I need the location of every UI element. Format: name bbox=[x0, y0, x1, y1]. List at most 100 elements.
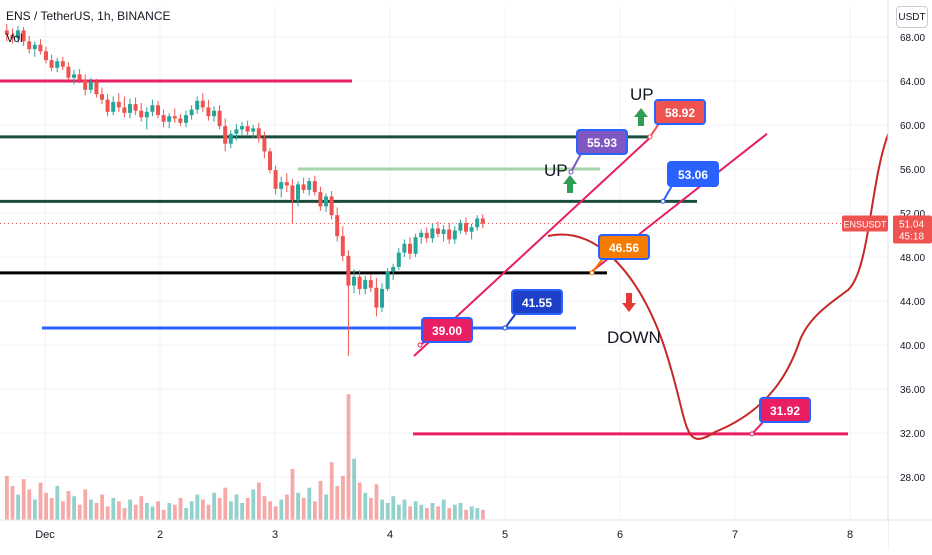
volume-bar bbox=[27, 489, 32, 520]
time-tick-label: 4 bbox=[387, 529, 393, 541]
candle-body bbox=[335, 215, 340, 237]
price-tick-label: 32.00 bbox=[900, 429, 925, 440]
volume-bar bbox=[44, 492, 48, 520]
price-callout[interactable]: 58.92 bbox=[647, 99, 706, 140]
price-tick-label: 60.00 bbox=[900, 121, 925, 132]
volume-bar bbox=[257, 482, 261, 520]
price-callout[interactable]: 31.92 bbox=[749, 397, 811, 437]
time-axis[interactable]: Dec 2 3 4 5 6 7 8 bbox=[0, 519, 932, 550]
candle-body bbox=[402, 243, 407, 253]
volume-bar bbox=[307, 487, 312, 520]
volume-bar bbox=[408, 506, 412, 520]
candle-body bbox=[184, 115, 188, 123]
candle-body bbox=[21, 30, 26, 42]
candle-body bbox=[396, 252, 401, 267]
candle-body bbox=[464, 222, 468, 232]
horizontal-levels[interactable] bbox=[0, 79, 848, 436]
candle-body bbox=[251, 128, 256, 132]
candle-body bbox=[133, 104, 138, 111]
arrow-up-icon bbox=[563, 175, 577, 193]
arrow-down-icon bbox=[622, 293, 636, 312]
candle-body bbox=[363, 280, 368, 289]
callout-anchor bbox=[568, 169, 574, 175]
volume-bar bbox=[419, 504, 424, 520]
symbol-tag[interactable] bbox=[842, 215, 888, 232]
candle-body bbox=[340, 236, 345, 256]
price-callout[interactable]: 41.55 bbox=[502, 289, 563, 331]
candle-body bbox=[167, 116, 172, 122]
volume-bar bbox=[251, 489, 256, 520]
candle-body bbox=[312, 181, 317, 193]
volume-bar bbox=[10, 486, 15, 520]
candle-body bbox=[480, 218, 485, 224]
price-callout[interactable]: 39.00 bbox=[417, 317, 473, 348]
volume-bar bbox=[212, 492, 216, 520]
volume-bar bbox=[397, 504, 401, 520]
candle-body bbox=[212, 110, 216, 117]
candle-body bbox=[290, 185, 295, 200]
volume-bar bbox=[201, 499, 205, 520]
volume-bar bbox=[436, 506, 440, 520]
price-callout[interactable]: 53.06 bbox=[660, 161, 719, 204]
callout-label: 53.06 bbox=[678, 168, 708, 182]
candle-body bbox=[206, 107, 211, 117]
volume-bar bbox=[324, 494, 328, 520]
candle-body bbox=[385, 271, 390, 289]
volume-bar bbox=[49, 497, 54, 520]
candle-body bbox=[116, 101, 121, 108]
callout-label: 55.93 bbox=[587, 136, 617, 150]
candle-body bbox=[447, 229, 452, 240]
callout-label: 41.55 bbox=[522, 296, 552, 310]
volume-bar bbox=[262, 496, 267, 520]
candle-body bbox=[408, 243, 412, 254]
candle-body bbox=[234, 129, 239, 134]
volume-bar bbox=[111, 497, 116, 520]
volume-bar bbox=[21, 479, 26, 520]
volume-bar bbox=[374, 484, 379, 520]
volume-bar bbox=[72, 496, 76, 520]
volume-bar bbox=[335, 486, 340, 520]
time-tick-label: Dec bbox=[35, 529, 55, 541]
candle-body bbox=[245, 126, 250, 132]
candle-body bbox=[374, 287, 379, 308]
candles bbox=[4, 23, 485, 356]
price-tick-label: 40.00 bbox=[900, 341, 925, 352]
candle-body bbox=[307, 181, 312, 190]
volume-bar bbox=[329, 462, 334, 520]
volume-bar bbox=[122, 508, 127, 520]
symbol-title: ENS / TetherUS, 1h, BINANCE bbox=[6, 9, 171, 23]
volume-bar bbox=[464, 509, 468, 520]
currency-unit-button[interactable]: USDT bbox=[896, 6, 928, 28]
price-label-callouts[interactable]: 58.92 55.93 53.06 46.56 41.55 39.00 31.92 bbox=[417, 99, 811, 437]
volume-bar bbox=[223, 487, 228, 520]
candle-body bbox=[16, 30, 20, 39]
price-axis[interactable]: 68.00 64.00 60.00 56.00 52.00 48.00 44.00 40.00… bbox=[842, 0, 932, 550]
price-tick-label: 28.00 bbox=[900, 473, 925, 484]
candle-body bbox=[279, 182, 284, 189]
time-axis-bg bbox=[0, 520, 888, 550]
candle-body bbox=[223, 126, 228, 144]
volume-bar bbox=[234, 494, 239, 520]
callout-label: 58.92 bbox=[665, 106, 695, 120]
volume-bar bbox=[240, 503, 244, 520]
volume-bar bbox=[313, 501, 317, 520]
price-callout[interactable]: 55.93 bbox=[568, 129, 628, 175]
last-price-box[interactable] bbox=[893, 215, 932, 244]
volume-bar bbox=[357, 482, 362, 520]
candle-body bbox=[122, 107, 127, 113]
volume-bar bbox=[128, 499, 132, 520]
volume-bar bbox=[94, 503, 99, 520]
volume-indicator-label: Vol bbox=[6, 31, 23, 45]
volume-bar bbox=[189, 501, 194, 520]
time-tick-label: 7 bbox=[732, 529, 738, 541]
candle-body bbox=[475, 218, 480, 228]
volume-bar bbox=[245, 497, 250, 520]
time-tick-label: 5 bbox=[502, 529, 508, 541]
candle-body bbox=[368, 280, 373, 288]
volume-bar bbox=[453, 504, 457, 520]
price-callout[interactable]: 46.56 bbox=[589, 234, 650, 276]
volume-bar bbox=[279, 499, 284, 520]
candle-body bbox=[324, 196, 328, 207]
